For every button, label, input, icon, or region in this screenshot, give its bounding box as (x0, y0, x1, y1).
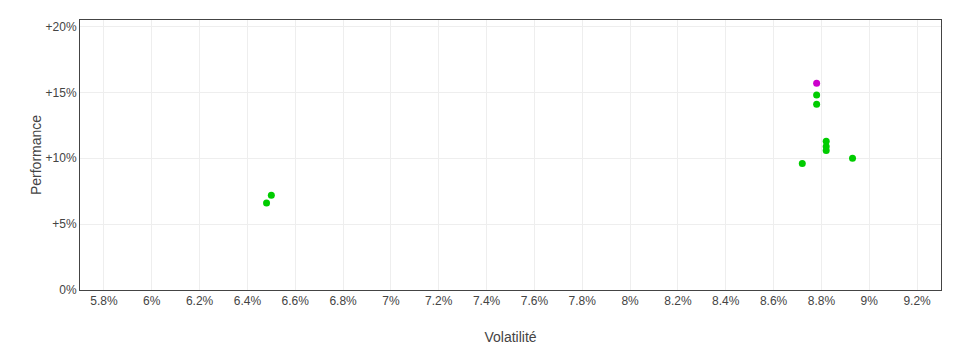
svg-text:+20%: +20% (46, 20, 77, 34)
svg-text:8.6%: 8.6% (760, 294, 788, 308)
svg-text:7.4%: 7.4% (473, 294, 501, 308)
svg-text:Volatilité: Volatilité (484, 329, 536, 345)
svg-text:8.2%: 8.2% (664, 294, 692, 308)
svg-text:6.4%: 6.4% (234, 294, 262, 308)
svg-text:6.2%: 6.2% (186, 294, 214, 308)
svg-text:0%: 0% (59, 283, 77, 297)
svg-text:9%: 9% (861, 294, 879, 308)
svg-text:8.8%: 8.8% (808, 294, 836, 308)
svg-text:8%: 8% (621, 294, 639, 308)
svg-text:6.8%: 6.8% (329, 294, 357, 308)
svg-text:6.6%: 6.6% (282, 294, 310, 308)
svg-text:7.6%: 7.6% (521, 294, 549, 308)
svg-text:7.8%: 7.8% (569, 294, 597, 308)
svg-text:+10%: +10% (46, 151, 77, 165)
svg-text:+15%: +15% (46, 86, 77, 100)
svg-text:Performance: Performance (28, 115, 44, 195)
svg-text:9.2%: 9.2% (903, 294, 931, 308)
svg-text:5.8%: 5.8% (90, 294, 118, 308)
svg-text:8.4%: 8.4% (712, 294, 740, 308)
svg-text:7.2%: 7.2% (425, 294, 453, 308)
svg-text:+5%: +5% (52, 217, 77, 231)
svg-text:6%: 6% (143, 294, 161, 308)
svg-text:7%: 7% (382, 294, 400, 308)
